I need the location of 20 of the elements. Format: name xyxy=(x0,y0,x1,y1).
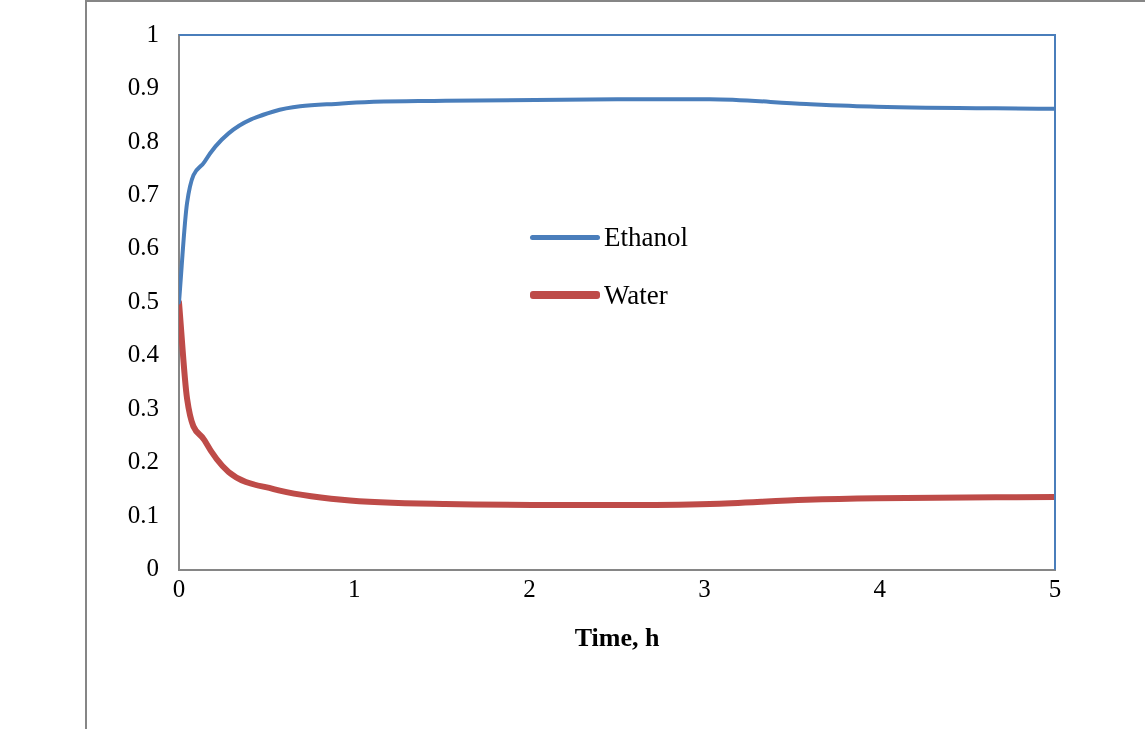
x-tick-label: 3 xyxy=(698,575,711,603)
y-tick-label: 0.6 xyxy=(127,233,159,261)
x-tick-label: 0 xyxy=(172,575,186,603)
y-tick-label: 0.9 xyxy=(127,73,159,101)
y-tick-label: 0.3 xyxy=(127,393,159,421)
y-tick-label: 0.7 xyxy=(127,180,159,207)
x-tick-label: 2 xyxy=(523,575,536,603)
legend-label: Water xyxy=(604,279,668,311)
y-tick-label: 1 xyxy=(146,19,159,47)
y-tick-label: 0.8 xyxy=(127,126,159,154)
x-tick-label: 1 xyxy=(347,575,361,603)
y-tick-label: 0 xyxy=(146,554,159,582)
y-tick-label: 0.1 xyxy=(127,500,159,528)
legend-label: Ethanol xyxy=(604,221,688,253)
y-tick-label: 0.4 xyxy=(127,340,160,368)
y-tick-label: 0.2 xyxy=(127,447,159,475)
y-tick-label: 0.5 xyxy=(127,286,159,314)
x-tick-label: 4 xyxy=(873,575,887,603)
x-axis-title: Time, h xyxy=(574,623,660,653)
x-tick-label: 5 xyxy=(1048,575,1062,603)
